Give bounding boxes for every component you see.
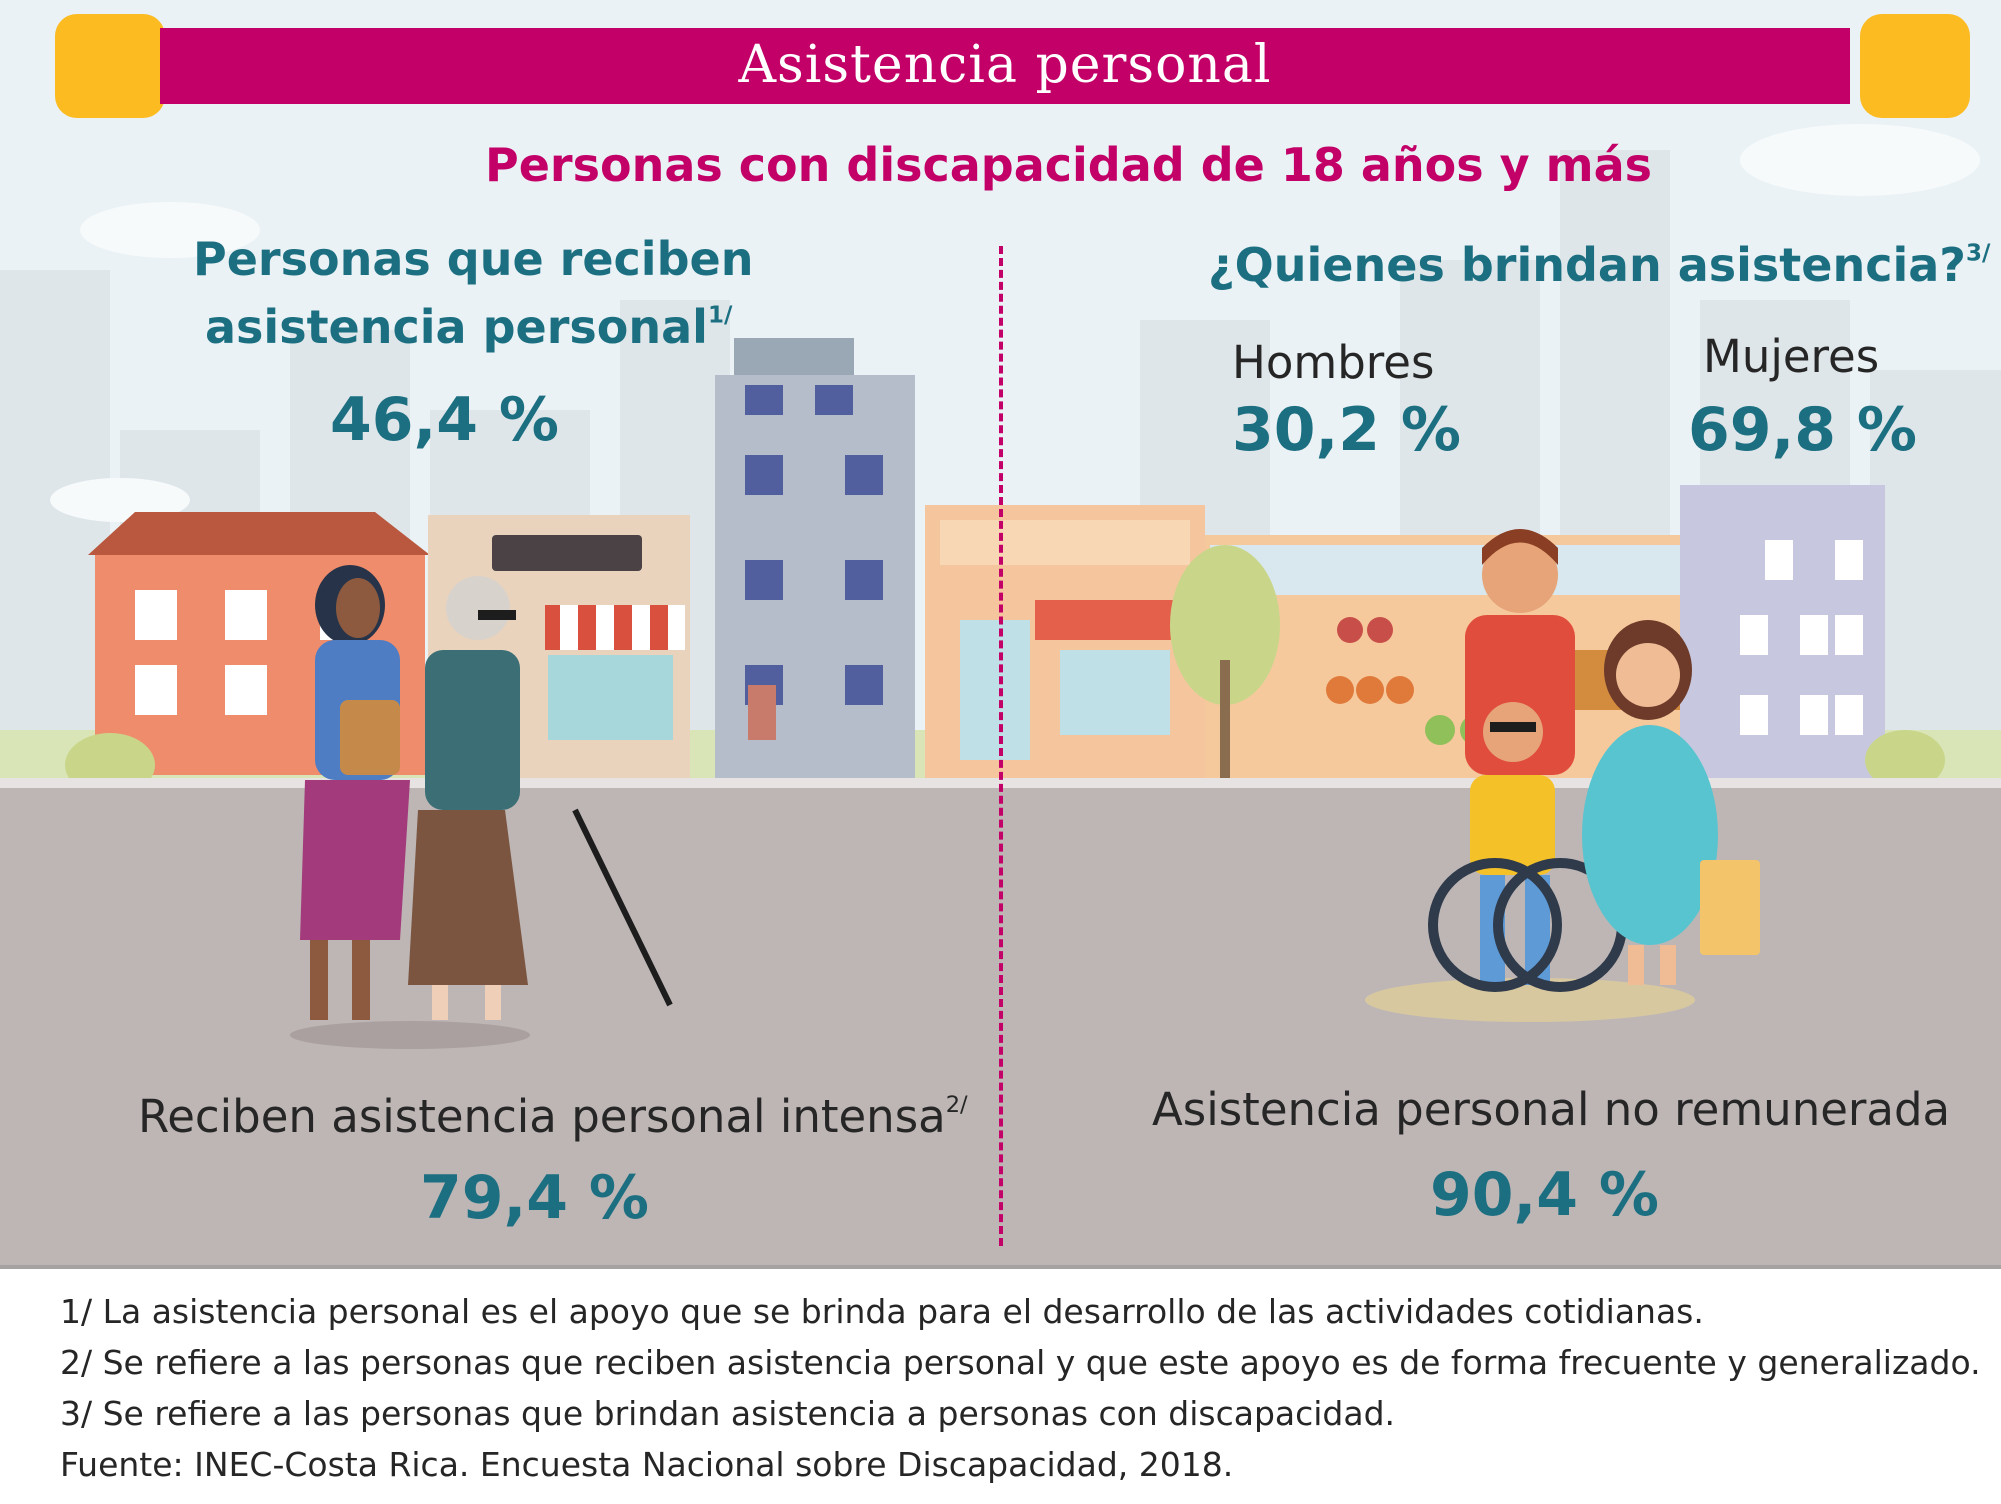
grey-apartment bbox=[715, 338, 915, 785]
intense-assistance-label: Reciben asistencia personal intensa2/ bbox=[138, 1090, 968, 1143]
women-value: 69,8 % bbox=[1688, 395, 1918, 465]
page-title: Asistencia personal bbox=[738, 35, 1272, 95]
lavender-building bbox=[1680, 485, 1885, 785]
subtitle: Personas con discapacidad de 18 años y m… bbox=[485, 138, 1653, 192]
banner-right-tab bbox=[1860, 14, 1970, 118]
source-note: Fuente: INEC-Costa Rica. Encuesta Nacion… bbox=[60, 1445, 1234, 1484]
banner-left-tab bbox=[55, 14, 165, 118]
assistant-and-blind-woman-figures bbox=[290, 565, 673, 1049]
left-heading-line2: asistencia personal1/ bbox=[205, 300, 732, 354]
family-with-wheelchair-figures bbox=[1365, 529, 1760, 1022]
intense-assistance-value: 79,4 % bbox=[420, 1163, 650, 1233]
left-heading-line1: Personas que reciben bbox=[193, 232, 754, 286]
footnote-3: 3/ Se refiere a las personas que brindan… bbox=[60, 1394, 1396, 1433]
footnote-2: 2/ Se refiere a las personas que reciben… bbox=[60, 1343, 1981, 1382]
unpaid-assistance-label: Asistencia personal no remunerada bbox=[1152, 1083, 1951, 1136]
shop-building bbox=[925, 505, 1205, 785]
women-label: Mujeres bbox=[1703, 330, 1880, 383]
right-heading: ¿Quienes brindan asistencia?3/ bbox=[1208, 238, 1990, 292]
footnote-marker-3: 3/ bbox=[1965, 240, 1991, 267]
title-banner: Asistencia personal bbox=[160, 28, 1850, 104]
footer-rule bbox=[0, 1265, 2001, 1269]
footnote-marker-1: 1/ bbox=[707, 302, 733, 329]
men-label: Hombres bbox=[1232, 336, 1435, 389]
clouds bbox=[50, 124, 1980, 522]
intense-assistance-label-text: Reciben asistencia personal intensa bbox=[138, 1090, 946, 1143]
section-divider bbox=[999, 246, 1003, 1246]
right-heading-text: ¿Quienes brindan asistencia? bbox=[1208, 238, 1966, 292]
footnote-marker-2: 2/ bbox=[945, 1091, 968, 1118]
footnote-1: 1/ La asistencia personal es el apoyo qu… bbox=[60, 1292, 1704, 1331]
left-heading-line2-text: asistencia personal bbox=[205, 300, 708, 354]
assistance-received-value: 46,4 % bbox=[330, 385, 560, 455]
unpaid-assistance-value: 90,4 % bbox=[1430, 1160, 1660, 1230]
men-value: 30,2 % bbox=[1232, 395, 1462, 465]
